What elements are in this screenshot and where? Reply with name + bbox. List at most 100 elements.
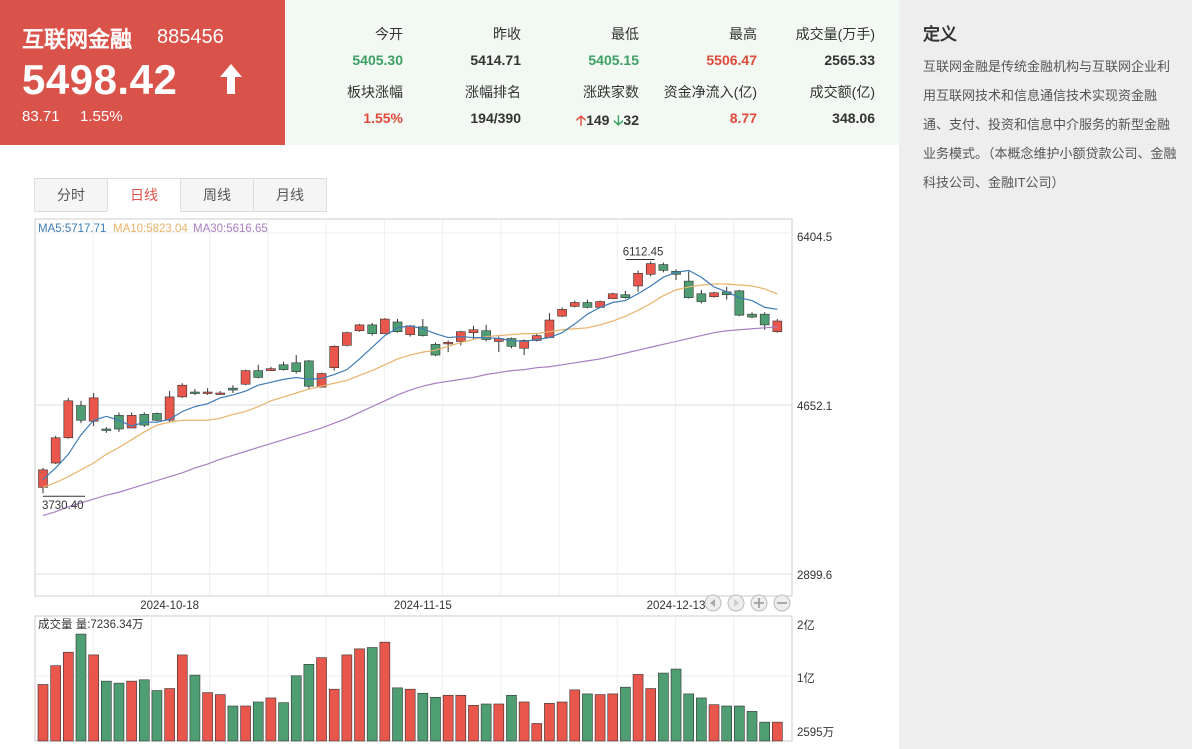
tab-intraday[interactable]: 分时 [34,178,107,212]
kline-chart[interactable]: MA5:5717.71 MA10:5823.04 MA30:5616.65 64… [0,210,899,749]
volume-bar [303,664,315,742]
ma10-line [42,283,778,488]
x-date-label: 2024-11-15 [394,600,452,612]
stat-value: 5405.30 [352,52,403,68]
candle [607,292,618,299]
candle [202,388,213,395]
advance-count: 149 [586,112,610,128]
candle [76,400,86,424]
y-tick-label: 2899.6 [797,570,832,582]
volume-bar [544,703,555,742]
scroll-right-button[interactable] [727,594,745,612]
zoom-in-button[interactable] [750,594,768,612]
volume-bar [506,694,517,742]
volume-bar [556,701,568,742]
x-date-label: 2024-12-13 [647,600,706,612]
volume-bar [227,705,239,742]
x-date-label: 2024-10-18 [140,600,199,612]
candle [582,299,593,309]
definition-panel: 定义 互联网金融是传统金融机构与互联网企业利用互联网技术和信息通信技术实现资金融… [899,0,1192,749]
candle [367,322,377,336]
candle [228,385,238,393]
volume-bar [101,680,112,742]
volume-bar [290,675,302,742]
arrow-down-icon: 🡣 [613,112,624,128]
tab-weekly[interactable]: 周线 [180,178,253,212]
volume-bar [582,693,593,742]
stat-value: 1.55% [363,110,403,126]
y-tick-label: 4652.1 [797,401,832,413]
scroll-left-button[interactable] [704,594,722,612]
stat-value: 2565.33 [824,52,875,68]
zoom-out-button[interactable] [773,594,791,612]
ma5-line [42,269,778,481]
candle [316,372,327,388]
volume-bar [366,647,378,742]
volume-bar [430,696,441,742]
candle [266,366,276,371]
stat-label: 资金净流入(亿) [663,84,757,100]
stat-label: 最低 [611,26,639,42]
volume-bar [708,704,720,742]
stat-sector-gain: 板块涨幅 1.55% [285,82,403,126]
max-price-label: 6112.45 [623,246,664,258]
volume-bar [442,694,454,742]
volume-bar [670,668,682,742]
candle [658,262,669,273]
stat-value: 🡡149 🡣32 [521,110,639,134]
volume-bar [50,665,61,742]
volume-bar [531,723,543,742]
volume-bar [721,705,732,742]
stat-value: 5414.71 [470,52,521,68]
volume-bar [265,697,277,742]
volume-bar [392,687,403,742]
stat-value: 348.06 [832,110,875,126]
stat-low: 最低 5405.15 [521,24,639,68]
stat-prev-close: 昨收 5414.71 [403,24,521,68]
volume-bar [746,711,758,742]
current-price: 5498.42 [22,56,178,103]
stat-open: 今开 5405.30 [285,24,403,68]
candle [164,391,175,423]
candle [240,369,251,386]
volume-bar [645,688,657,742]
volume-bar [772,721,783,742]
volume-bar [164,688,175,742]
stat-value: 5405.15 [588,52,639,68]
ma5-legend: MA5:5717.71 [38,223,106,235]
volume-bar [202,692,213,742]
candle [253,364,264,379]
stat-advance-decline: 涨跌家数 🡡149 🡣32 [521,82,639,134]
volume-bar [354,648,365,742]
candle [557,307,567,318]
stat-label: 最高 [729,26,757,42]
tab-monthly[interactable]: 月线 [253,178,327,212]
volume-bar [214,694,226,742]
sector-name: 互联网金融 [22,28,133,53]
stat-value: 194/390 [470,110,521,126]
volume-bar [632,674,644,742]
candle [531,333,542,342]
volume-bar [75,633,87,742]
volume-bar [240,705,251,742]
volume-bar [328,688,340,742]
tab-daily[interactable]: 日线 [107,178,180,212]
volume-bar [569,689,581,742]
ma10-legend: MA10:5823.04 [113,223,188,235]
volume-bar [683,693,695,742]
volume-bar [480,703,492,742]
stat-label: 板块涨幅 [347,84,403,100]
stat-volume: 成交量(万手) 2565.33 [757,24,875,68]
volume-tick-label: 1亿 [797,672,815,685]
stat-value: 8.77 [729,110,757,126]
candle [329,345,340,371]
volume-bar [316,657,327,742]
volume-bar [37,684,49,742]
volume-tick-label: 2595万 [797,727,834,739]
stat-net-inflow: 资金净流入(亿) 8.77 [639,82,757,126]
candle [342,331,352,347]
volume-bar [151,690,163,742]
volume-bar [379,641,391,742]
stats-panel: 今开 5405.30 昨收 5414.71 最低 5405.15 最高 5506… [285,0,899,145]
candle [354,323,365,332]
